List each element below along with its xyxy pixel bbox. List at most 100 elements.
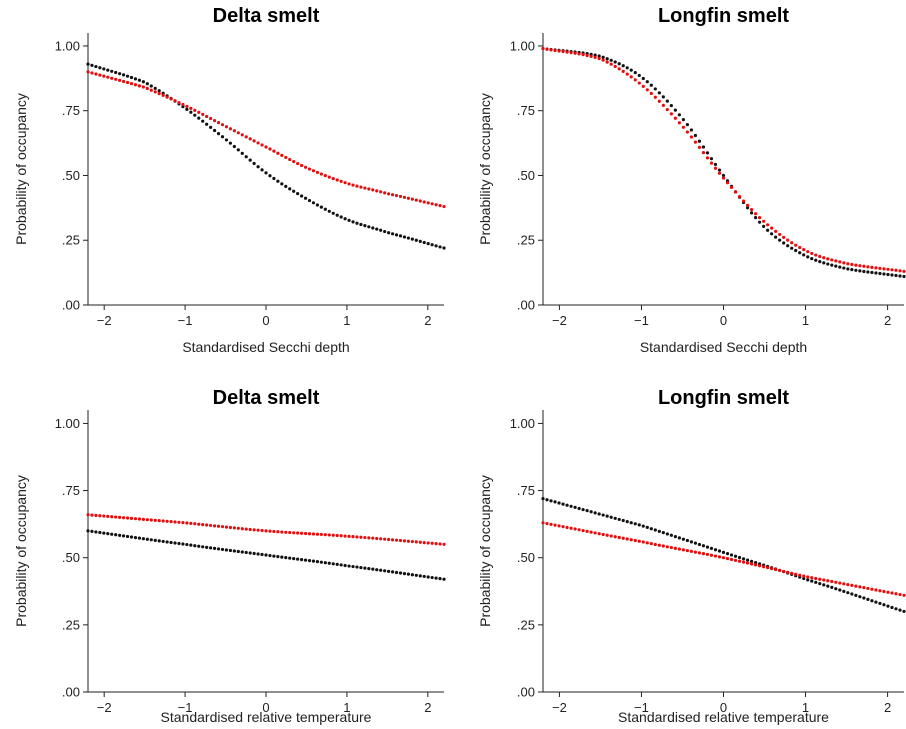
series-point — [319, 172, 323, 176]
series-point — [252, 551, 256, 556]
series-1 — [541, 46, 906, 279]
series-point — [681, 548, 685, 552]
series-point — [653, 542, 657, 547]
series-point — [874, 271, 878, 275]
series-point — [613, 60, 617, 64]
series-point — [838, 588, 842, 592]
series-point — [621, 69, 625, 73]
series-point — [617, 62, 621, 66]
series-point — [323, 174, 327, 178]
series-point — [814, 253, 818, 257]
series-point — [414, 198, 418, 202]
series-point — [826, 579, 830, 583]
series-point — [268, 529, 272, 533]
series-point — [94, 513, 98, 518]
y-tick-label: 1.00 — [55, 416, 80, 431]
series-point — [854, 263, 858, 267]
series-point — [745, 561, 750, 565]
series-point — [418, 540, 422, 544]
series-point — [581, 528, 585, 533]
series-point — [573, 505, 577, 509]
series-point — [677, 113, 681, 117]
panel-title: Longfin smelt — [658, 387, 789, 409]
x-tick-label: −2 — [97, 313, 112, 328]
series-point — [177, 101, 181, 105]
series-point — [311, 532, 316, 536]
series-point — [890, 591, 894, 595]
series-point — [189, 543, 193, 547]
series-2 — [86, 513, 446, 546]
series-point — [118, 78, 122, 82]
series-point — [442, 542, 446, 546]
series-point — [689, 540, 694, 544]
series-point — [661, 531, 665, 535]
series-point — [882, 589, 886, 594]
series-point — [822, 578, 826, 582]
series-point — [406, 572, 410, 576]
series-point — [669, 545, 673, 550]
series-point — [629, 75, 633, 79]
series-point — [98, 73, 102, 77]
series-point — [296, 161, 300, 166]
series-point — [232, 526, 236, 530]
series-point — [870, 599, 874, 603]
series-point — [355, 535, 359, 539]
series-point — [798, 245, 802, 250]
series-point — [315, 560, 320, 564]
series-point — [878, 589, 882, 593]
series-point — [858, 595, 862, 599]
series-point — [645, 80, 649, 84]
series-point — [300, 558, 304, 562]
series-point — [205, 122, 209, 126]
series-point — [850, 262, 854, 267]
series-point — [758, 220, 762, 224]
series-point — [153, 90, 157, 94]
series-point — [442, 204, 446, 209]
series-point — [276, 179, 280, 183]
series-point — [842, 261, 846, 265]
series-point — [165, 95, 169, 99]
series-point — [94, 64, 98, 69]
series-point — [375, 536, 379, 541]
series-point — [232, 549, 236, 553]
series-point — [248, 158, 252, 162]
series-point — [561, 525, 565, 529]
series-point — [181, 102, 185, 107]
y-tick-label: .50 — [517, 550, 535, 565]
series-point — [296, 531, 300, 535]
series-point — [665, 107, 669, 112]
series-point — [201, 112, 205, 116]
series-point — [375, 227, 379, 231]
series-point — [438, 577, 442, 581]
series-point — [870, 270, 874, 275]
series-point — [830, 585, 834, 590]
series-point — [390, 570, 395, 574]
series-point — [268, 147, 272, 151]
series-point — [335, 533, 339, 538]
series-point — [209, 546, 213, 550]
series-point — [621, 518, 625, 523]
series-point — [307, 532, 312, 536]
series-point — [438, 204, 442, 208]
series-point — [244, 155, 248, 159]
series-point — [90, 63, 94, 67]
series-point — [770, 226, 774, 230]
series-point — [379, 568, 383, 572]
series-point — [902, 274, 906, 279]
series-point — [280, 530, 284, 534]
series-point — [894, 592, 898, 596]
series-point — [398, 538, 403, 543]
series-point — [125, 534, 130, 539]
series-point — [733, 554, 738, 558]
series-point — [292, 189, 296, 193]
y-tick-label: .75 — [517, 483, 535, 498]
series-point — [216, 547, 221, 551]
series-point — [834, 264, 838, 268]
series-point — [248, 551, 252, 555]
series-point — [749, 562, 754, 566]
series-point — [749, 211, 754, 215]
series-point — [181, 542, 185, 546]
series-point — [573, 527, 577, 531]
series-point — [387, 537, 391, 542]
series-point — [697, 542, 702, 547]
